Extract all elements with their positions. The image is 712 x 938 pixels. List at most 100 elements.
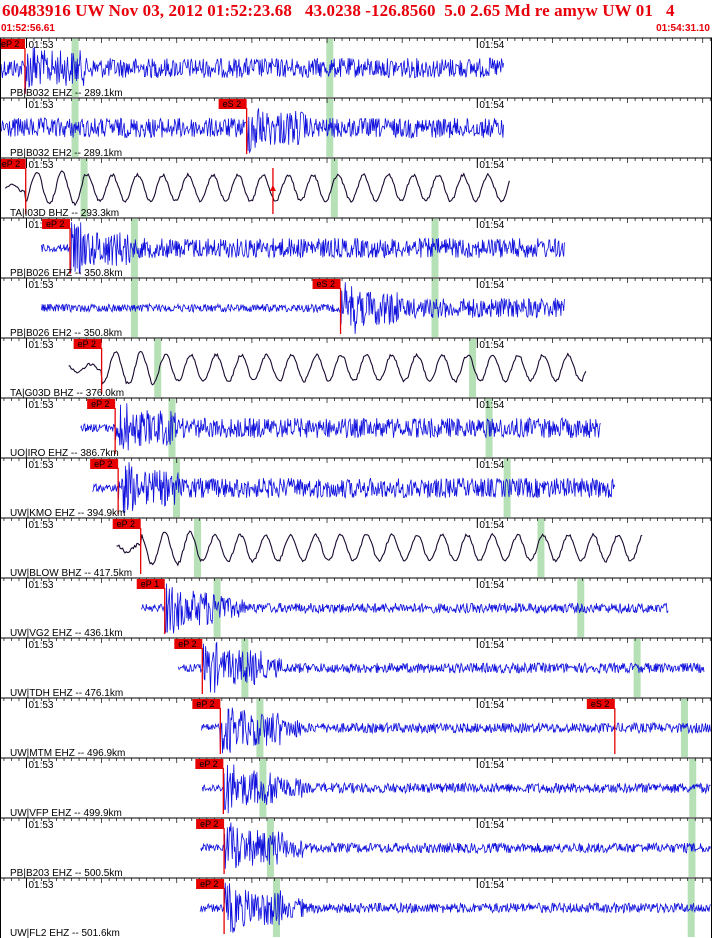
pick-flag[interactable] — [0, 159, 26, 169]
pick-label: eP 2 — [178, 639, 196, 649]
minute-label: 01:53 — [28, 760, 53, 771]
pick-flag[interactable] — [174, 639, 203, 649]
minute-label: 01:54 — [479, 520, 504, 531]
station-label: PB|B032 EH2 -- 289.1km — [10, 148, 122, 159]
pick-flag[interactable] — [195, 759, 224, 769]
minute-label: 01:53 — [28, 640, 53, 651]
minute-label: 01:53 — [28, 520, 53, 531]
station-label: UW|FL2 EHZ -- 501.6km — [10, 928, 120, 938]
station-label: TA|I03D BHZ -- 293.3km — [10, 208, 119, 219]
coda-marker — [537, 519, 545, 577]
minute-label: 01:54 — [479, 880, 504, 891]
pick-flag[interactable] — [192, 699, 221, 709]
waveform — [201, 764, 711, 814]
trace-row[interactable]: 01:53 01:54 eP 2 UW|KMO EHZ -- 394.9km — [0, 457, 712, 519]
waveform — [0, 46, 504, 93]
trace-row[interactable]: 01:53 01:54 eS 2 PB|B026 EH2 -- 350.8km — [0, 277, 712, 339]
station-label: PB|B026 EHZ -- 350.8km — [10, 268, 123, 279]
coda-marker — [194, 519, 202, 577]
waveform — [41, 222, 565, 275]
waveform — [80, 403, 601, 451]
minute-label: 01:54 — [479, 160, 504, 171]
waveform — [4, 170, 510, 207]
pick-label: eP 2 — [117, 519, 135, 529]
waveform — [68, 350, 587, 386]
coda-marker — [80, 159, 88, 217]
minute-label: 01:53 — [28, 460, 53, 471]
station-label: UW|VFP EHZ -- 499.9km — [10, 808, 122, 819]
minute-label: 01:54 — [479, 700, 504, 711]
trace-row[interactable]: 01:53 01:54 eP 2 PB|B032 EHZ -- 289.1km — [0, 37, 712, 99]
event-header: 60483916 UW Nov 03, 2012 01:52:23.68 43.… — [0, 0, 712, 38]
waveform — [199, 882, 711, 933]
trace-row[interactable]: 01:53 01:54 eP 2 UW|VFP EHZ -- 499.9km — [0, 757, 712, 819]
waveform — [201, 707, 711, 754]
trace-row[interactable]: 01:53 01:54 eP 2 UW|FL2 EHZ -- 501.6km — [0, 877, 712, 938]
trace-row[interactable]: 01:53 01:54 eP 2 TA|I03D BHZ -- 293.3km — [0, 157, 712, 219]
trace-row[interactable]: 01:53 01:54 eP 2 UW|TDH EHZ -- 476.1km — [0, 637, 712, 699]
trace-row[interactable]: 01:53 01:54 eP 1 UW|VG2 EHZ -- 436.1km — [0, 577, 712, 639]
pick-flag[interactable] — [87, 399, 116, 409]
minute-label: 01:54 — [479, 460, 504, 471]
minute-label: 01:53 — [28, 820, 53, 831]
pick-label: eP 2 — [78, 339, 96, 349]
station-label: UW|MTM EHZ -- 496.9km — [10, 748, 125, 759]
minute-label: 01:54 — [479, 40, 504, 51]
minute-label: 01:54 — [479, 820, 504, 831]
pick-label: eP 2 — [91, 399, 109, 409]
minute-label: 01:53 — [28, 100, 53, 111]
pick-label: eP 2 — [46, 219, 64, 229]
pick-flag[interactable] — [312, 279, 341, 289]
pick-flag[interactable] — [0, 39, 25, 49]
pick-label: eP 2 — [2, 159, 20, 169]
coda-marker — [154, 339, 162, 397]
minute-label: 01:53 — [28, 340, 53, 351]
waveform — [41, 282, 565, 334]
trace-row[interactable]: 01:53 01:54 eP 2 UO|IRO EHZ -- 386.7km — [0, 397, 712, 459]
trace-row[interactable]: 01:53 01:54 eP 2 PB|B203 EHZ -- 500.5km — [0, 817, 712, 879]
trace-row[interactable]: 01:53 01:54 eP 2 UW|BLOW BHZ -- 417.5km — [0, 517, 712, 579]
pick-flag[interactable] — [42, 219, 71, 229]
pick-flag[interactable] — [90, 459, 119, 469]
station-label: UW|KMO EHZ -- 394.9km — [10, 508, 125, 519]
waveform — [141, 583, 669, 634]
station-label: UW|TDH EHZ -- 476.1km — [10, 688, 123, 699]
pick-flag[interactable] — [586, 699, 615, 709]
trace-row[interactable]: 01:53 01:54 eS 2 PB|B032 EH2 -- 289.1km — [0, 97, 712, 159]
pick-label: eP 2 — [94, 459, 112, 469]
minute-label: 01:53 — [28, 40, 53, 51]
minute-label: 01:53 — [28, 280, 53, 291]
coda-marker — [272, 879, 280, 937]
pick-flag[interactable] — [218, 99, 247, 109]
pick-label: eS 2 — [591, 699, 610, 709]
coda-marker — [503, 459, 511, 517]
pick-label: eS 2 — [317, 279, 336, 289]
pick-flag[interactable] — [112, 519, 141, 529]
pick-flag[interactable] — [196, 819, 225, 829]
pick-arrow-icon — [269, 185, 276, 191]
coda-marker — [330, 159, 338, 217]
minute-label: 01:54 — [479, 220, 504, 231]
pick-label: eP 1 — [141, 579, 159, 589]
waveform — [92, 462, 616, 514]
waveform — [177, 641, 705, 693]
pick-label: eP 2 — [196, 699, 214, 709]
trace-row[interactable]: 01:53 01:54 eP 2 TA|G03D BHZ -- 376.0km — [0, 337, 712, 399]
minute-label: 01:53 — [28, 880, 53, 891]
coda-marker — [256, 699, 264, 757]
pick-flag[interactable] — [73, 339, 102, 349]
pick-flag[interactable] — [196, 879, 225, 889]
minute-label: 01:53 — [28, 700, 53, 711]
minute-label: 01:53 — [28, 580, 53, 591]
trace-row[interactable]: 01:53 01:54 eP 2 PB|B026 EHZ -- 350.8km — [0, 217, 712, 279]
trace-row[interactable]: 01:53 01:54 eP 2 eS 2 UW|MTM EHZ -- 496.9km — [0, 697, 712, 759]
coda-marker — [266, 819, 274, 877]
station-label: UW|VG2 EHZ -- 436.1km — [10, 628, 123, 639]
minute-label: 01:53 — [28, 160, 53, 171]
waveform — [200, 822, 711, 869]
minute-label: 01:54 — [479, 400, 504, 411]
pick-flag[interactable] — [136, 579, 165, 589]
minute-label: 01:54 — [479, 580, 504, 591]
coda-marker — [241, 639, 249, 697]
